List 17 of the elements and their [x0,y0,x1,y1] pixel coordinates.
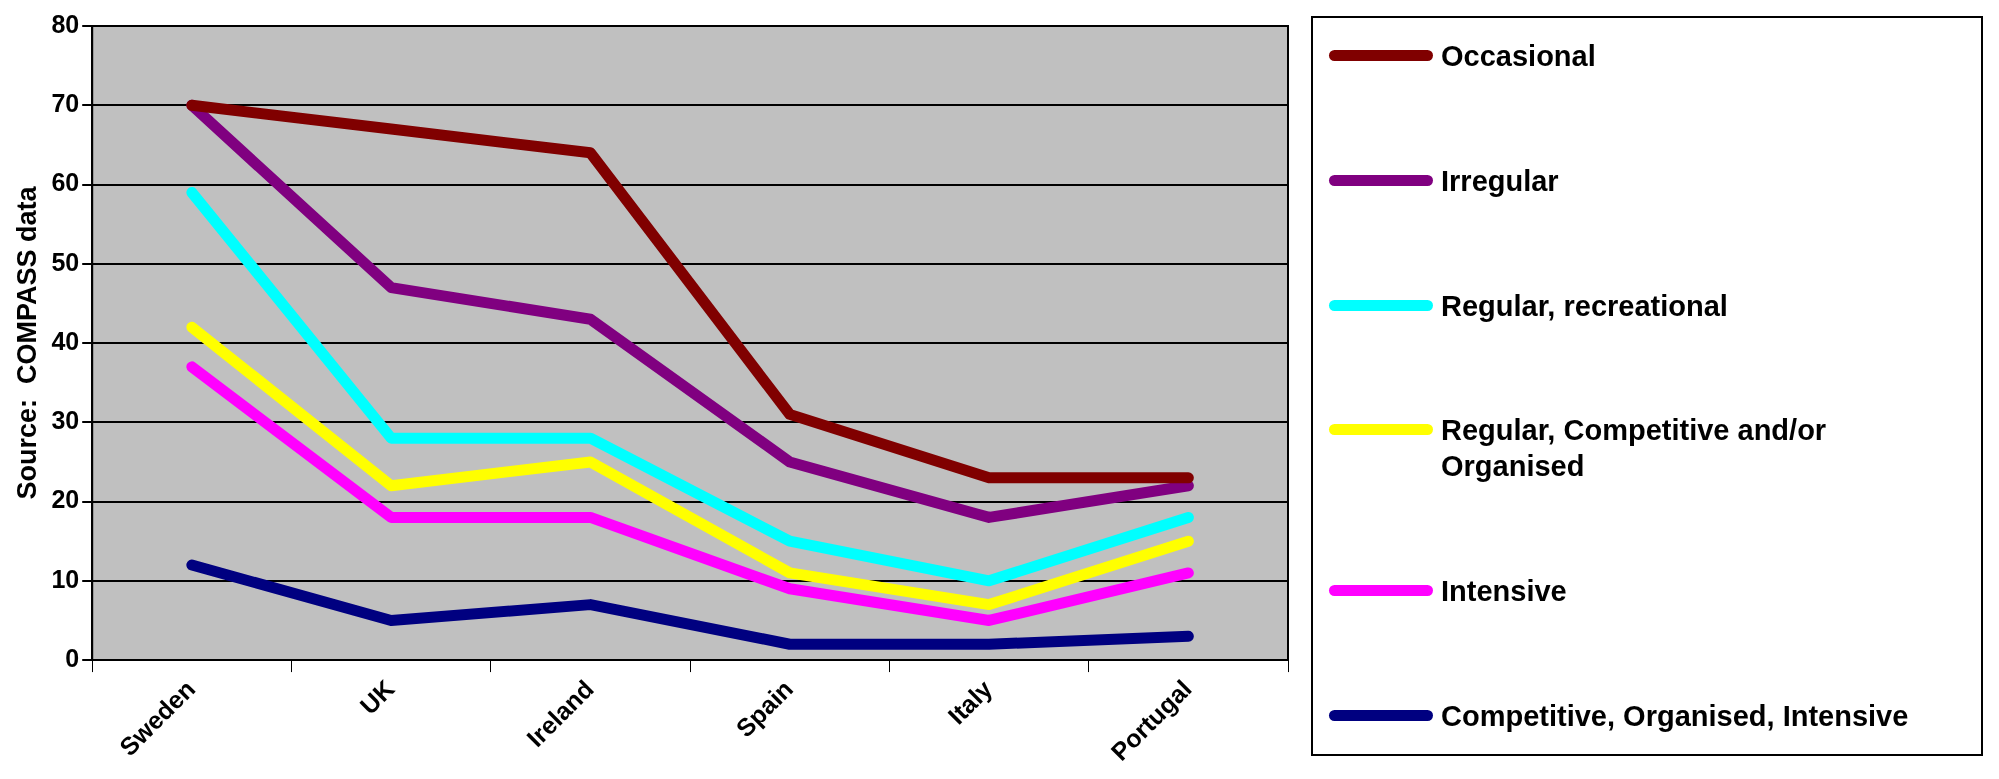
y-axis-title: Source: COMPASS data [11,185,42,500]
legend-label: Irregular [1441,163,1559,199]
y-tick-label: 70 [51,89,80,118]
legend-label: Regular, recreational [1441,288,1728,324]
legend-label: Intensive [1441,574,1567,610]
y-tick-label: 0 [65,643,80,672]
x-tick-label: UK [354,674,400,720]
legend-label: Regular, Competitive and/or Organised [1441,413,1828,485]
y-tick-label: 50 [51,247,80,276]
y-tick-label: 30 [51,406,80,435]
y-tick-label: 20 [51,485,80,514]
legend-label: Occasional [1441,39,1596,74]
y-tick-label: 80 [51,9,80,38]
legend-label: Competitive, Organised, Intensive [1441,699,1909,734]
y-tick-label: 60 [51,168,80,197]
y-tick-label: 10 [51,564,80,593]
y-tick-label: 40 [51,326,80,355]
